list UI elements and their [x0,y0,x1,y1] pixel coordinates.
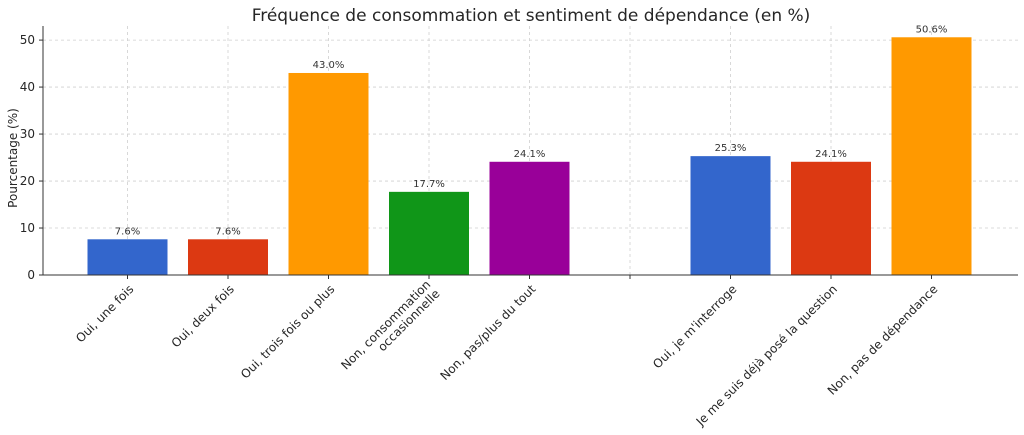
data-labels: 7.6% 7.6% 43.0% 17.7% 24.1% 25.3% 24.1% 50.6% [115,24,948,237]
bar [489,161,570,275]
y-axis-label: Pourcentage (%) [6,108,20,208]
x-tick-label-line: Oui, une fois [73,282,136,345]
x-tick-labels: Oui, une fois Oui, deux fois Oui, trois fo… [73,275,940,429]
data-label: 7.6% [115,226,140,237]
bar [87,239,168,275]
x-tick-label-text: Oui, une fois [73,282,136,345]
x-tick-label-line: Non, pas/plus du tout [437,282,538,383]
bar [891,37,972,276]
bar [288,72,369,275]
data-label: 50.6% [916,24,948,35]
x-tick-label: Non, consommationoccasionnelle [338,277,442,381]
data-label: 25.3% [715,143,747,154]
data-label: 7.6% [215,226,240,237]
bar [188,239,268,275]
x-tick-label-text: Oui, deux fois [169,282,237,350]
x-tick-label-text: Non, consommationoccasionnelle [338,277,442,381]
data-label: 43.0% [313,60,345,71]
bar [389,191,469,275]
x-tick-label-line: Non, consommation [338,277,433,372]
data-label: 24.1% [514,149,546,160]
y-tick-label: 50 [20,33,35,47]
y-tick-label: 20 [20,174,35,188]
x-tick-label-line: Oui, trois fois ou plus [238,282,337,381]
x-tick-label-text: Non, pas de dépendance [825,282,941,398]
y-tick-label: 30 [20,127,35,141]
bar [791,161,871,275]
x-tick-label: Oui, trois fois ou plus [238,282,337,381]
x-tick-label: Non, pas/plus du tout [437,282,538,383]
bars [87,37,972,276]
y-tick-label: 40 [20,80,35,94]
x-tick-label: Oui, je m'interroge [650,282,739,371]
y-tick-labels: 0 10 20 30 40 50 [20,33,43,282]
x-tick-label-text: Non, pas/plus du tout [437,282,538,383]
x-tick-label-line: Oui, deux fois [169,282,237,350]
y-tick-label: 0 [27,268,35,282]
x-tick-label: Oui, deux fois [169,282,237,350]
axes [42,26,1018,276]
x-tick-label-text: Oui, trois fois ou plus [238,282,337,381]
x-tick-label-text: Oui, je m'interroge [650,282,739,371]
x-tick-label-line: Oui, je m'interroge [650,282,739,371]
x-tick-label-line: Non, pas de dépendance [825,282,941,398]
bar [690,156,771,275]
y-tick-label: 10 [20,221,35,235]
data-label: 17.7% [413,179,445,190]
data-label: 24.1% [815,149,847,160]
x-tick-label: Oui, une fois [73,282,136,345]
chart-title: Fréquence de consommation et sentiment d… [252,6,811,26]
x-tick-label: Non, pas de dépendance [825,282,941,398]
